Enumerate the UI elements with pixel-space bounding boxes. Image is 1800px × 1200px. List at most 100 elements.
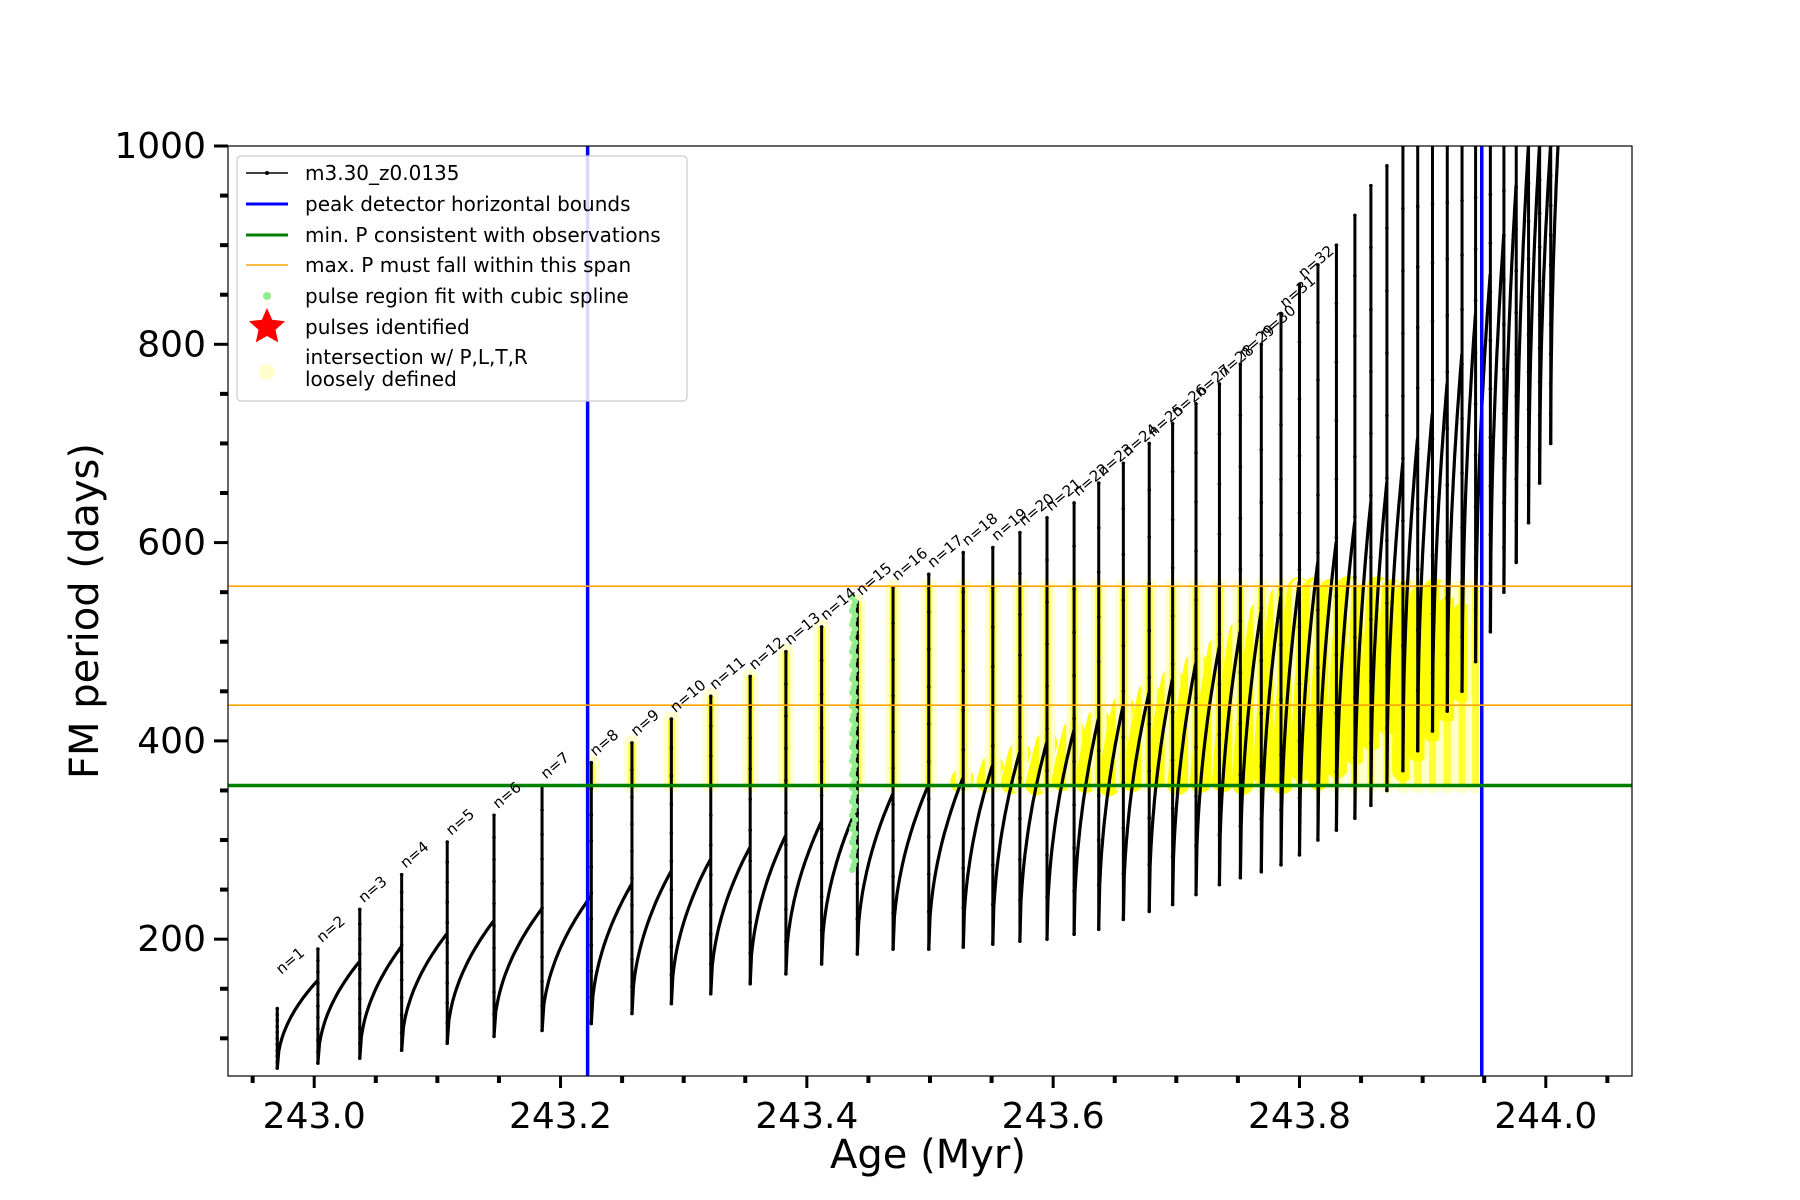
model-point <box>748 736 752 740</box>
pulse-label: n=31 <box>1276 271 1319 311</box>
model-point <box>589 865 594 869</box>
model-point <box>1297 397 1302 401</box>
model-point <box>1018 857 1022 862</box>
model-point <box>492 879 496 884</box>
pulse-label: n=30 <box>1256 301 1299 341</box>
model-point <box>819 894 824 899</box>
spline-point <box>851 721 859 728</box>
model-point <box>275 1036 280 1041</box>
model-point <box>1147 628 1152 633</box>
model-point <box>275 1012 280 1017</box>
spline-point <box>851 612 859 619</box>
model-point <box>589 839 594 843</box>
model-point <box>708 872 713 877</box>
model-point <box>1279 312 1283 317</box>
model-point <box>1147 909 1152 914</box>
model-point <box>1526 219 1531 224</box>
pulse-label: n=6 <box>489 778 525 812</box>
model-point <box>1072 673 1076 678</box>
spline-point <box>851 789 859 796</box>
model-point <box>1488 338 1493 343</box>
model-point <box>357 907 362 912</box>
model-point <box>1238 773 1243 777</box>
model-point <box>1334 243 1339 247</box>
model-point <box>669 831 674 835</box>
model-point <box>630 930 634 935</box>
model-point <box>1045 726 1049 731</box>
model-point <box>1316 378 1320 382</box>
model-point <box>1445 257 1450 261</box>
recovery-curve <box>445 919 495 1045</box>
pulse-label: n=4 <box>397 838 433 872</box>
spline-point <box>851 843 859 851</box>
model-point <box>1473 195 1478 200</box>
model-point <box>1096 570 1101 575</box>
model-point <box>399 890 404 895</box>
model-point <box>1514 310 1519 315</box>
model-point <box>1473 556 1478 561</box>
model-point <box>357 1041 362 1046</box>
model-point <box>1334 535 1339 540</box>
model-point <box>961 748 966 752</box>
model-point <box>1369 741 1373 746</box>
model-point <box>1385 226 1389 231</box>
recovery-curve <box>400 932 449 1052</box>
recovery-curve <box>820 806 859 966</box>
model-point <box>1194 794 1198 799</box>
model-point <box>961 866 966 870</box>
model-point <box>1238 824 1243 829</box>
model-point <box>1334 652 1339 657</box>
model-point <box>1445 539 1450 544</box>
model-point <box>1526 370 1531 374</box>
model-point <box>1415 204 1420 209</box>
model-point <box>1018 612 1022 617</box>
model-point <box>630 849 634 853</box>
model-point <box>1369 183 1373 188</box>
pulse-label: n=8 <box>586 726 622 760</box>
model-point <box>991 902 995 907</box>
model-point <box>1460 416 1464 421</box>
model-point <box>1537 380 1542 384</box>
model-point <box>1548 352 1553 357</box>
model-point <box>1385 663 1389 668</box>
recovery-curve <box>669 858 712 1006</box>
model-point <box>926 909 931 914</box>
legend-label-pulses: pulses identified <box>305 315 470 339</box>
model-point <box>926 647 931 652</box>
model-point <box>630 795 634 799</box>
model-point <box>991 664 995 669</box>
model-point <box>316 947 320 951</box>
model-point <box>1548 382 1553 386</box>
model-point <box>630 984 634 989</box>
model-point <box>1259 817 1264 821</box>
model-point <box>891 766 895 770</box>
model-point <box>1259 395 1264 399</box>
model-point <box>1018 898 1022 903</box>
model-point <box>1316 263 1320 267</box>
model-point <box>1170 710 1175 714</box>
model-point <box>1401 518 1405 523</box>
model-point <box>492 990 496 994</box>
model-point <box>1537 413 1542 418</box>
model-point <box>1238 875 1243 880</box>
model-point <box>1502 456 1506 461</box>
model-point <box>1259 500 1264 505</box>
recovery-curve <box>748 834 787 986</box>
model-point <box>748 828 752 832</box>
model-point <box>669 859 674 864</box>
recovery-curve <box>1194 646 1221 897</box>
model-point <box>1537 346 1542 351</box>
model-point <box>1369 555 1373 560</box>
model-point <box>1502 322 1506 327</box>
model-point <box>1385 601 1389 605</box>
spline-point <box>851 598 859 605</box>
model-point <box>1415 748 1420 753</box>
model-point <box>630 768 634 772</box>
model-point <box>1170 806 1175 811</box>
model-point <box>1488 630 1493 634</box>
model-point <box>445 1021 450 1025</box>
model-point <box>1279 587 1283 592</box>
model-point <box>630 957 634 962</box>
model-point <box>926 797 931 801</box>
